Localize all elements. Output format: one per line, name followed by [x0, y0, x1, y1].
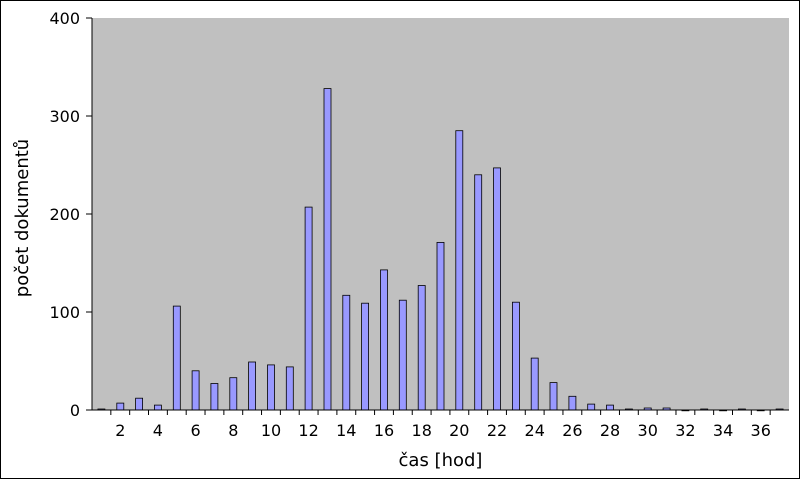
bar-2: [116, 402, 125, 411]
bar-8: [229, 377, 238, 411]
x-tick-label: 34: [713, 421, 733, 440]
bar-27: [587, 403, 596, 411]
bar-19: [436, 241, 445, 411]
bar-6: [191, 370, 200, 411]
y-axis-label: počet dokumentů: [12, 139, 33, 297]
bar-3: [135, 397, 144, 411]
bar-15: [361, 302, 370, 411]
x-tick-label: 30: [638, 421, 658, 440]
bar-7: [210, 383, 219, 411]
x-ticks-group: 2 4 6 8 10 12 14 16 18 20 22 24 26 28 30 32 34 36: [110, 410, 771, 440]
y-tick-label: 100: [49, 303, 80, 322]
y-tick-label: 400: [49, 9, 80, 28]
x-axis-label: čas [hod]: [399, 450, 483, 471]
bar-9: [248, 361, 257, 411]
x-tick-label: 10: [261, 421, 281, 440]
y-tick-label: 200: [49, 205, 80, 224]
x-tick-label: 14: [336, 421, 356, 440]
bar-24: [530, 357, 539, 411]
bar-14: [342, 294, 351, 411]
bar-5: [172, 305, 181, 411]
bar-26: [568, 395, 577, 411]
bar-18: [417, 285, 426, 411]
x-tick-label: 28: [600, 421, 620, 440]
bar-11: [285, 366, 294, 411]
bar-13: [323, 88, 332, 411]
x-tick-label: 8: [228, 421, 238, 440]
bar-17: [398, 299, 407, 411]
x-tick-label: 24: [525, 421, 545, 440]
y-ticks-group: 0 100 200 300 400: [49, 9, 92, 420]
bar-20: [455, 130, 464, 411]
bar-10: [267, 364, 275, 411]
bar-25: [549, 382, 558, 411]
y-tick-label: 0: [70, 401, 80, 420]
x-tick-label: 32: [675, 421, 695, 440]
bar-28: [606, 404, 614, 411]
x-tick-label: 36: [751, 421, 771, 440]
x-tick-label: 2: [115, 421, 125, 440]
x-tick-label: 6: [191, 421, 201, 440]
x-tick-label: 16: [374, 421, 394, 440]
x-tick-label: 18: [412, 421, 432, 440]
bar-22: [493, 167, 501, 411]
bar-21: [474, 174, 483, 411]
bar-23: [512, 301, 520, 411]
bar-16: [380, 269, 388, 411]
x-tick-label: 4: [153, 421, 163, 440]
x-tick-label: 26: [562, 421, 582, 440]
x-tick-label: 12: [298, 421, 318, 440]
bar-12: [304, 206, 313, 411]
y-tick-label: 300: [49, 107, 80, 126]
x-tick-label: 22: [487, 421, 507, 440]
x-tick-label: 20: [449, 421, 469, 440]
bar-4: [153, 404, 162, 411]
